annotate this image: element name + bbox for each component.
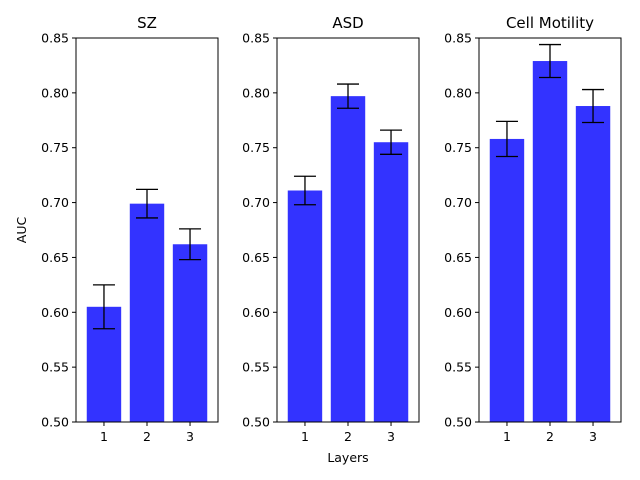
bar bbox=[489, 138, 525, 423]
bar bbox=[373, 142, 409, 422]
y-tick-label: 0.50 bbox=[444, 415, 472, 430]
axes-frame bbox=[75, 37, 219, 423]
x-tick-label: 2 bbox=[143, 429, 151, 444]
y-axis-label: AUC bbox=[14, 217, 29, 244]
panel-3: 1 2 3 0.50 0.55 0.60 0.65 0.70 0.75 0.80 0.85 Cell … bbox=[444, 14, 622, 444]
bar bbox=[330, 96, 366, 423]
x-axis-label: Layers bbox=[327, 450, 368, 465]
y-tick-label: 0.65 bbox=[41, 250, 69, 265]
y-tick-label: 0.85 bbox=[444, 31, 472, 46]
y-tick-label: 0.70 bbox=[242, 195, 270, 210]
y-tick-label: 0.75 bbox=[41, 140, 69, 155]
y-tick-label: 0.85 bbox=[41, 31, 69, 46]
x-tick-label: 3 bbox=[589, 429, 597, 444]
axes-frame bbox=[478, 37, 622, 423]
x-tick-label: 1 bbox=[301, 429, 309, 444]
y-tick-label: 0.55 bbox=[41, 360, 69, 375]
bar bbox=[532, 61, 568, 422]
panel-title: SZ bbox=[137, 14, 157, 32]
x-tick-label: 3 bbox=[186, 429, 194, 444]
y-tick-label: 0.65 bbox=[242, 250, 270, 265]
y-tick-label: 0.80 bbox=[41, 85, 69, 100]
y-tick-label: 0.55 bbox=[242, 360, 270, 375]
y-tick-label: 0.60 bbox=[41, 305, 69, 320]
x-tick-label: 2 bbox=[546, 429, 554, 444]
bar bbox=[129, 203, 165, 422]
x-tick-label: 1 bbox=[100, 429, 108, 444]
y-tick-label: 0.75 bbox=[242, 140, 270, 155]
y-tick-label: 0.85 bbox=[242, 31, 270, 46]
x-tick-label: 1 bbox=[503, 429, 511, 444]
y-tick-label: 0.70 bbox=[41, 195, 69, 210]
panel-title: Cell Motility bbox=[506, 14, 594, 32]
y-tick-label: 0.60 bbox=[444, 305, 472, 320]
y-tick-label: 0.50 bbox=[41, 415, 69, 430]
axes-frame bbox=[276, 37, 420, 423]
bar bbox=[575, 106, 611, 422]
y-tick-label: 0.75 bbox=[444, 140, 472, 155]
y-tick-label: 0.50 bbox=[242, 415, 270, 430]
y-tick-label: 0.70 bbox=[444, 195, 472, 210]
y-tick-label: 0.60 bbox=[242, 305, 270, 320]
x-tick-label: 2 bbox=[344, 429, 352, 444]
y-tick-label: 0.65 bbox=[444, 250, 472, 265]
panel-1: 1 2 3 0.50 0.55 0.60 0.65 0.70 0.75 0.80 0.85 SZ AUC bbox=[14, 14, 219, 444]
bar bbox=[172, 244, 208, 422]
y-tick-label: 0.80 bbox=[444, 85, 472, 100]
y-tick-label: 0.55 bbox=[444, 360, 472, 375]
bar bbox=[287, 190, 323, 422]
x-tick-label: 3 bbox=[387, 429, 395, 444]
panel-2: 1 2 3 0.50 0.55 0.60 0.65 0.70 0.75 0.80 0.85 ASD La… bbox=[242, 14, 420, 465]
y-tick-label: 0.80 bbox=[242, 85, 270, 100]
panel-title: ASD bbox=[332, 14, 363, 32]
